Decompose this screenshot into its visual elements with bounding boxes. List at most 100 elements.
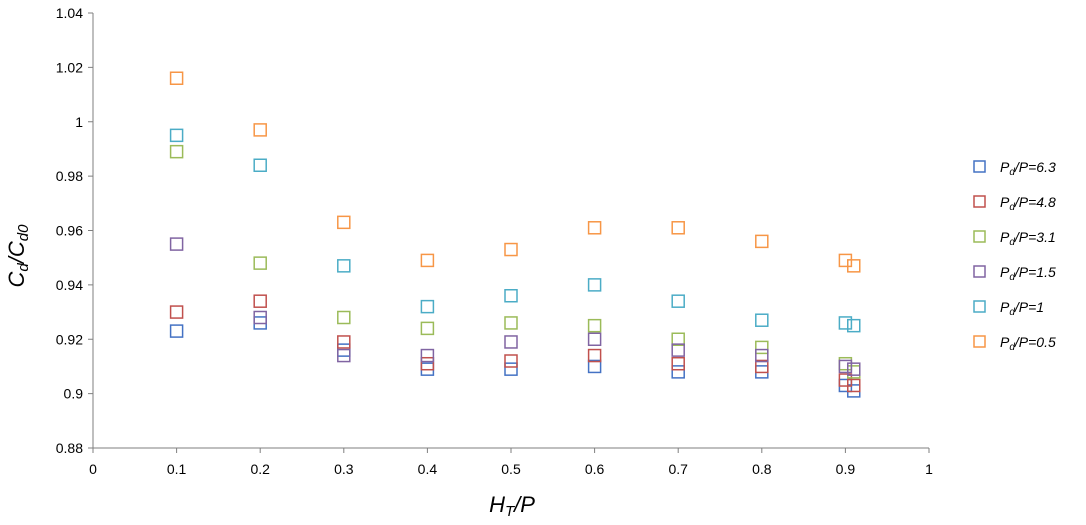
data-point xyxy=(847,259,861,273)
data-point xyxy=(504,242,518,257)
data-point xyxy=(847,362,861,376)
legend-marker xyxy=(973,335,986,348)
legend-marker xyxy=(973,300,986,313)
data-point xyxy=(337,215,351,230)
legend-item: Pd/P=0.5 xyxy=(973,334,1056,353)
data-point xyxy=(755,340,769,355)
x-axis-title-rest: /P xyxy=(512,492,535,517)
data-point xyxy=(253,294,267,308)
legend-item: Pd/P=1 xyxy=(973,299,1044,318)
data-point xyxy=(253,256,267,270)
legend-label-sub: d xyxy=(1009,342,1015,353)
legend-label-rest: /P=3.1 xyxy=(1014,229,1056,245)
y-axis-title: Cd/Cd0 xyxy=(4,224,32,288)
x-tick-label: 0.8 xyxy=(752,461,772,477)
legend-label-main: P xyxy=(1000,159,1010,175)
data-point xyxy=(838,316,853,330)
x-tick-label: 0.4 xyxy=(418,461,438,477)
data-point xyxy=(337,348,351,363)
x-tick-label: 0.7 xyxy=(668,461,688,477)
legend-item: Pd/P=6.3 xyxy=(973,159,1056,178)
data-point xyxy=(253,123,267,137)
y-tick-label: 0.88 xyxy=(56,440,83,456)
y-tick-label: 0.96 xyxy=(56,223,83,239)
y-axis-title-sub1: d xyxy=(15,263,32,272)
data-point xyxy=(169,128,184,143)
x-axis-title-sub: T xyxy=(505,503,516,520)
legend-label: Pd/P=1.5 xyxy=(1000,264,1056,283)
y-tick-label: 1.04 xyxy=(56,5,83,21)
y-tick-label: 0.92 xyxy=(56,331,83,347)
legend-label-rest: /P=6.3 xyxy=(1014,159,1056,175)
data-point xyxy=(587,348,602,363)
data-point xyxy=(587,278,602,292)
data-point xyxy=(337,335,351,349)
legend-label-sub: d xyxy=(1009,272,1015,283)
legend-label-sub: d xyxy=(1009,202,1015,213)
series-2 xyxy=(169,294,861,393)
data-point xyxy=(671,332,685,346)
x-tick-label: 0.5 xyxy=(501,461,521,477)
data-point xyxy=(420,348,435,363)
y-axis-title-mid: /C xyxy=(4,241,29,265)
data-point xyxy=(671,343,685,357)
data-point xyxy=(504,289,518,303)
data-point xyxy=(337,259,351,273)
y-axis-title-sub2: d0 xyxy=(15,224,32,241)
data-point xyxy=(169,144,184,159)
data-points xyxy=(169,71,861,398)
data-point xyxy=(755,234,769,249)
legend-label-main: P xyxy=(1000,299,1010,315)
x-tick-group: 0 0.1 0.2 0.3 0.4 0.5 0.6 0.7 0.8 0.9 1 xyxy=(89,448,933,477)
data-point xyxy=(504,354,518,368)
x-axis-title: HT/P xyxy=(489,492,535,520)
data-point xyxy=(420,299,435,314)
data-point xyxy=(847,318,861,333)
data-point xyxy=(420,321,435,336)
legend-marker xyxy=(973,230,986,243)
legend-item: Pd/P=4.8 xyxy=(973,194,1056,213)
data-point xyxy=(420,253,435,268)
x-tick-label: 0.9 xyxy=(836,461,856,477)
y-tick-label: 1 xyxy=(75,114,83,130)
series-6 xyxy=(169,71,861,273)
x-tick-label: 1 xyxy=(925,461,933,477)
data-point xyxy=(671,365,685,379)
series-3 xyxy=(169,144,861,379)
data-point xyxy=(169,237,184,251)
legend-marker xyxy=(973,265,986,278)
x-tick-label: 0.3 xyxy=(334,461,354,477)
data-point xyxy=(253,158,267,172)
y-axis-title-main1: C xyxy=(4,271,29,287)
legend-label: Pd/P=0.5 xyxy=(1000,334,1056,353)
data-point xyxy=(587,359,602,374)
legend-marker xyxy=(973,160,986,173)
data-point xyxy=(420,356,435,371)
legend-label-sub: d xyxy=(1009,167,1015,178)
data-point xyxy=(755,348,769,363)
legend-label-sub: d xyxy=(1009,237,1015,248)
data-point xyxy=(755,359,769,374)
data-point xyxy=(337,310,351,325)
y-tick-label: 0.98 xyxy=(56,168,83,184)
legend-item: Pd/P=3.1 xyxy=(973,229,1056,248)
y-tick-label: 1.02 xyxy=(56,59,83,75)
data-point xyxy=(504,362,518,376)
legend-label-main: P xyxy=(1000,334,1010,350)
legend-label-rest: /P=4.8 xyxy=(1014,194,1056,210)
data-point xyxy=(671,294,685,308)
y-tick-group: 0.88 0.9 0.92 0.94 0.96 0.98 1 1.02 1.04 xyxy=(56,5,93,456)
legend-label-rest: /P=1 xyxy=(1014,299,1044,315)
legend-item: Pd/P=1.5 xyxy=(973,264,1056,283)
legend-label: Pd/P=1 xyxy=(1000,299,1044,318)
axes xyxy=(92,13,929,449)
x-tick-label: 0.6 xyxy=(585,461,605,477)
legend-label: Pd/P=4.8 xyxy=(1000,194,1056,213)
data-point xyxy=(587,318,602,333)
data-point xyxy=(755,313,769,327)
data-point xyxy=(671,356,685,371)
data-point xyxy=(671,221,685,235)
legend: Pd/P=6.3Pd/P=4.8Pd/P=3.1Pd/P=1.5Pd/P=1Pd… xyxy=(973,159,1056,353)
legend-marker xyxy=(973,195,986,208)
